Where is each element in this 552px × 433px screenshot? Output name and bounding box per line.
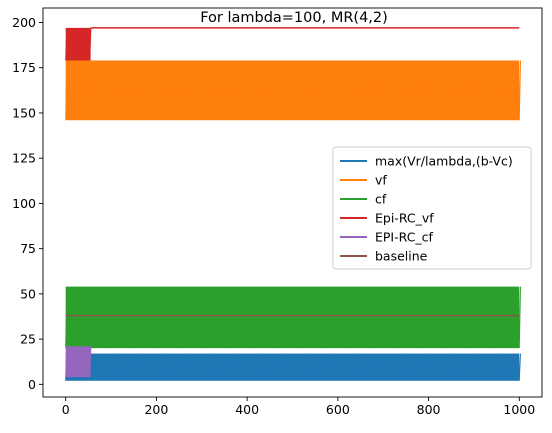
series-max-vr-lambda-b-vc- xyxy=(66,354,521,381)
y-axis: 0 25 50 75 100 125 150 175 200 xyxy=(12,15,43,392)
y-tick-label: 150 xyxy=(12,105,36,120)
legend-label: baseline xyxy=(375,249,428,264)
x-tick-label: 1000 xyxy=(503,402,535,417)
y-tick-label: 75 xyxy=(20,241,36,256)
y-tick-label: 175 xyxy=(12,60,36,75)
series-cf xyxy=(66,287,521,349)
y-tick-label: 0 xyxy=(28,377,36,392)
legend-label: vf xyxy=(375,173,387,188)
y-tick-label: 200 xyxy=(12,15,36,30)
legend-label: cf xyxy=(375,192,387,207)
chart-title: For lambda=100, MR(4,2) xyxy=(200,10,388,26)
x-tick-label: 800 xyxy=(417,402,441,417)
legend-label: max(Vr/lambda,(b-Vc) xyxy=(375,154,513,169)
x-tick-label: 0 xyxy=(62,402,70,417)
legend: max(Vr/lambda,(b-Vc) vf cf Epi-RC_vf EPI-RC_… xyxy=(333,147,531,269)
legend-label: Epi-RC_vf xyxy=(375,211,434,226)
y-tick-label: 25 xyxy=(20,332,36,347)
legend-label: EPI-RC_cf xyxy=(375,230,434,245)
y-tick-label: 125 xyxy=(12,151,36,166)
y-tick-label: 100 xyxy=(12,196,36,211)
x-tick-label: 600 xyxy=(326,402,350,417)
x-axis: 0 200 400 600 800 1000 xyxy=(62,397,536,417)
series-epi-rc-cf xyxy=(66,346,91,377)
y-tick-label: 50 xyxy=(20,286,36,301)
series-epi-rc-vf xyxy=(66,28,520,61)
x-tick-label: 400 xyxy=(235,402,259,417)
series-vf xyxy=(66,60,521,120)
x-tick-label: 200 xyxy=(144,402,168,417)
